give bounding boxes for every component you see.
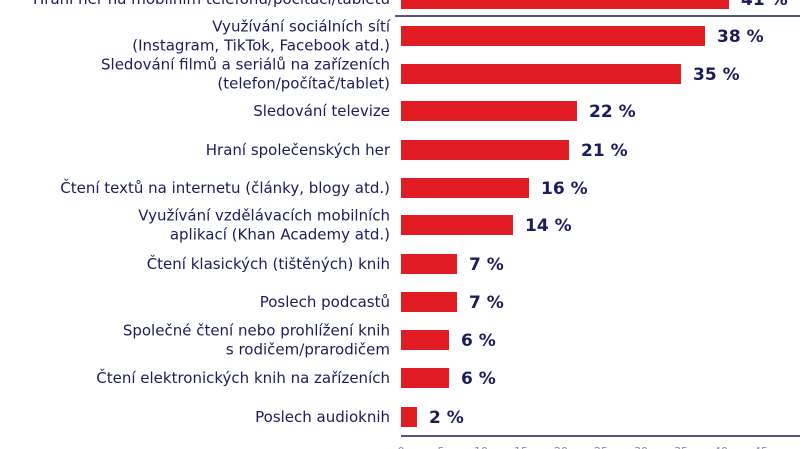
bar [401, 64, 681, 84]
x-tick-label: 40 [714, 445, 728, 449]
bar [401, 140, 569, 160]
category-label: Společné čtení nebo prohlížení knih [123, 322, 390, 340]
bar [401, 330, 449, 350]
category-label: Hraní her na mobilním telefonu/počítači/… [33, 0, 390, 8]
category-label: (Instagram, TikTok, Facebook atd.) [132, 37, 390, 55]
x-tick-label: 25 [594, 445, 608, 449]
category-label: Čtení elektronických knih na zařízeních [96, 368, 390, 387]
value-label: 14 % [525, 216, 572, 236]
bar [401, 178, 529, 198]
x-tick-label: 20 [554, 445, 568, 449]
category-label: Poslech audioknih [255, 408, 390, 426]
value-label: 6 % [461, 369, 496, 389]
category-label: Čtení textů na internetu (články, blogy … [60, 178, 390, 197]
bar [401, 407, 417, 427]
category-label: aplikací (Khan Academy atd.) [170, 226, 390, 244]
value-label: 16 % [541, 179, 588, 199]
x-tick-label: 10 [474, 445, 488, 449]
x-tick-label: 0 [398, 445, 405, 449]
bar [401, 368, 449, 388]
x-tick-label: 5 [438, 445, 445, 449]
value-label: 7 % [469, 293, 504, 313]
value-label: 7 % [469, 255, 504, 275]
x-tick-label: 30 [634, 445, 648, 449]
value-label: 35 % [693, 65, 740, 85]
x-tick-label: 15 [514, 445, 528, 449]
category-label: Poslech podcastů [260, 293, 390, 311]
category-label: Sledování televize [253, 102, 390, 120]
category-label: Sledování filmů a seriálů na zařízeních [101, 56, 390, 74]
category-label: Čtení klasických (tištěných) knih [147, 254, 390, 273]
category-label: Využívání vzdělávacích mobilních [138, 207, 390, 225]
x-tick-label: 45 [754, 445, 768, 449]
value-label: 41 % [741, 0, 788, 10]
bar [401, 254, 457, 274]
bar [401, 215, 513, 235]
bar [401, 101, 577, 121]
category-label: Hraní společenských her [206, 141, 391, 159]
x-tick-label: 35 [674, 445, 688, 449]
value-label: 2 % [429, 408, 464, 428]
category-label: (telefon/počítač/tablet) [217, 75, 390, 93]
category-label: s rodičem/prarodičem [226, 341, 390, 359]
value-label: 22 % [589, 102, 636, 122]
bar [401, 0, 729, 9]
value-label: 21 % [581, 141, 628, 161]
value-label: 6 % [461, 331, 496, 351]
bar [401, 26, 705, 46]
value-label: 38 % [717, 27, 764, 47]
bar [401, 292, 457, 312]
category-label: Využívání sociálních sítí [212, 18, 391, 36]
